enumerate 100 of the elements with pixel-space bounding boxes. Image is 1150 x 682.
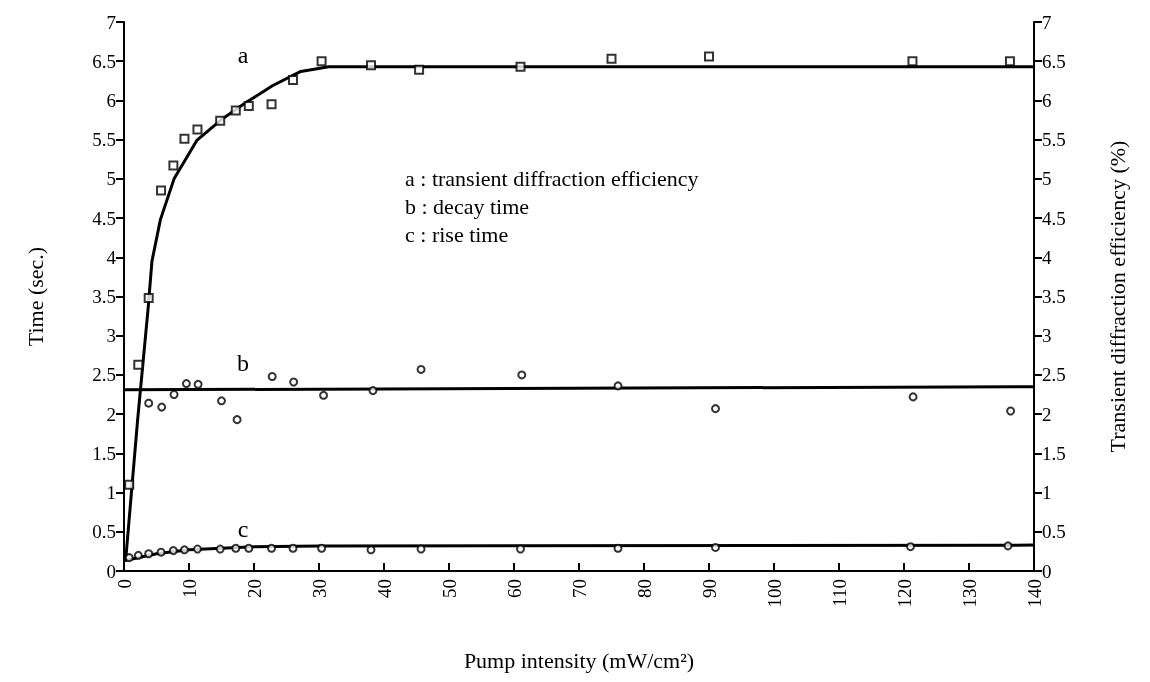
x-tick-label: 0 [113,579,135,589]
y2-tick-label: 2.5 [1042,364,1066,386]
point [1003,541,1013,551]
x-tick-label: 10 [178,579,200,598]
x-tick-label: 130 [958,579,980,608]
point [908,392,918,402]
point [613,381,623,391]
y-tick-label: 0 [106,560,116,582]
y2-tick-label: 2 [1042,403,1052,425]
point [244,543,254,553]
point [515,61,526,72]
point [144,549,154,559]
y-tick-label: 3 [106,325,116,347]
point [606,53,617,64]
y2-tick-label: 0.5 [1042,521,1066,543]
point [906,542,915,552]
annotation: b [237,350,249,376]
point [517,370,527,380]
point [133,359,144,370]
y-tick-label: 2.5 [92,364,116,386]
point [168,546,178,556]
y2-tick-label: 3 [1042,325,1052,347]
point [288,543,298,553]
x-tick-label: 20 [243,579,265,598]
point [316,56,327,67]
point [143,293,154,304]
y2-tick-label: 7 [1042,11,1052,33]
point [266,99,277,110]
annotation: c [237,516,249,542]
x-tick-label: 140 [1023,579,1045,608]
x-tick-label: 40 [373,579,395,598]
point [215,544,225,554]
point [1006,406,1016,416]
y2-tick-label: 4 [1042,246,1052,268]
point [368,386,378,396]
point [144,398,154,408]
y-tick-label: 5 [106,168,116,190]
point [124,553,134,563]
point [267,372,277,381]
point [215,115,226,126]
y-tick-label: 0.5 [92,521,116,543]
point [711,404,720,414]
y2-tick-label: 0 [1042,560,1052,582]
annotation: a [237,42,249,68]
point [217,396,226,406]
point [232,415,242,425]
x-tick-label: 70 [568,579,590,598]
x-axis-title: Pump intensity (mW/cm²) [463,647,695,673]
point [414,64,425,75]
annotation: c : rise time [405,221,509,247]
point [613,543,623,553]
annotation: b : decay time [405,193,530,219]
point [133,550,143,560]
y2-tick-label: 6.5 [1042,50,1066,72]
point [124,479,135,490]
x-tick-label: 90 [698,579,720,598]
x-tick-label: 80 [633,579,655,598]
point [179,133,190,144]
point [156,185,167,196]
x-tick-label: 60 [503,579,525,598]
y-tick-label: 6.5 [92,50,116,72]
y-tick-label: 3.5 [92,286,116,307]
y-tick-label: 7 [106,11,116,33]
point [416,364,426,374]
point [157,402,167,412]
point [366,545,376,555]
y2-tick-label: 3.5 [1042,286,1066,307]
point [231,543,241,553]
point [366,60,376,71]
point [317,543,327,553]
point [267,543,277,553]
point [168,160,179,171]
y2-tick-label: 5.5 [1042,129,1066,151]
point [169,390,179,400]
x-tick-label: 110 [828,579,850,607]
x-tick-label: 50 [438,579,460,598]
point [516,544,525,554]
point [907,56,918,67]
point [192,124,203,135]
x-tick-label: 30 [308,579,330,598]
point [1004,56,1015,67]
y2-tick-label: 1 [1042,482,1052,504]
point [416,544,426,554]
x-tick-label: 100 [763,579,785,608]
y2-tick-label: 6 [1042,89,1052,111]
y-tick-label: 1.5 [92,442,116,464]
point [156,547,166,557]
y-tick-label: 6 [106,89,116,111]
point [179,545,189,555]
y-tick-label: 4.5 [92,207,116,229]
point [704,51,714,62]
point [193,379,203,389]
y2-axis-title: Transient diffraction efficiency (%) [1104,140,1130,453]
point [289,377,299,387]
y2-tick-label: 5 [1042,168,1052,190]
point [181,379,191,389]
point [192,544,202,554]
x-tick-label: 120 [893,579,915,608]
y-tick-label: 5.5 [92,129,116,151]
y-tick-label: 2 [106,403,116,425]
